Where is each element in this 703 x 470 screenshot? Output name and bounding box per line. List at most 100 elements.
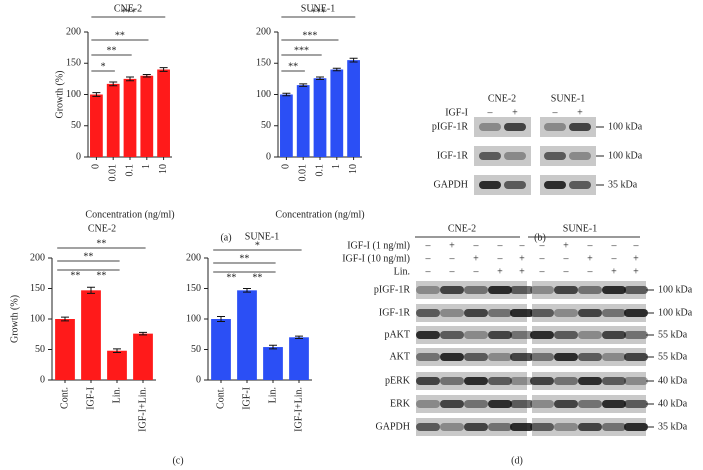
blot-band (510, 377, 534, 385)
blot-band (624, 286, 648, 294)
size-label: 40 kDa (658, 398, 688, 409)
blot-band (554, 423, 578, 431)
x-tick-label: IGF-I (85, 387, 96, 410)
condition-sign: + (633, 266, 639, 277)
error-bar (126, 76, 134, 82)
significance-label: ** (83, 251, 93, 262)
significance-label: * (255, 240, 260, 251)
blot-band (554, 400, 578, 408)
blot-band (530, 400, 554, 408)
condition-sign: – (539, 266, 546, 277)
blot-band (544, 181, 566, 189)
blot-band (578, 331, 602, 339)
blot-band (569, 123, 591, 131)
x-tick-label: 10 (348, 164, 359, 174)
condition-sign: – (587, 240, 594, 251)
condition-label: IGF-I (1 ng/ml) (347, 240, 410, 251)
blot-band (510, 286, 534, 294)
condition-sign: – (539, 240, 546, 251)
error-bar (159, 67, 168, 72)
blot-band (578, 353, 602, 361)
condition-sign: + (512, 107, 518, 118)
significance-label: ** (96, 238, 106, 249)
blot-band (530, 309, 554, 317)
blot-band (416, 286, 440, 294)
y-tick-label: 200 (66, 26, 81, 37)
blot-band (464, 400, 488, 408)
condition-sign: – (473, 266, 480, 277)
blot-strip (416, 281, 527, 299)
y-axis-label: Growth (%) (54, 70, 65, 118)
blot-band (464, 309, 488, 317)
blot-band (554, 353, 578, 361)
error-bar (282, 92, 291, 97)
x-tick-label: 10 (158, 164, 169, 174)
blot-header: SUNE-1 (551, 93, 585, 104)
blot-band (624, 309, 648, 317)
condition-sign: – (425, 240, 432, 251)
bar (296, 85, 310, 157)
blot-strip (474, 175, 531, 195)
x-tick-label: 1 (141, 164, 152, 169)
y-tick-label: 100 (186, 313, 201, 324)
blot-band (488, 331, 512, 339)
blot-band (488, 353, 512, 361)
condition-sign: – (425, 266, 432, 277)
blot-band (440, 400, 464, 408)
y-tick-label: 0 (76, 151, 81, 162)
x-tick-label: IGF-I+Lin. (137, 387, 148, 432)
blot-band (464, 286, 488, 294)
blot-band (479, 181, 501, 189)
bar (81, 290, 101, 380)
bar (280, 94, 293, 157)
error-bar (139, 331, 147, 336)
y-tick-label: 0 (40, 374, 45, 385)
condition-sign: – (449, 266, 456, 277)
condition-sign: – (425, 253, 432, 264)
row-label: GAPDH (376, 421, 410, 432)
x-tick-label: Cont. (59, 387, 70, 409)
row-label: pIGF-1R (432, 121, 468, 132)
blot-header: CNE-2 (488, 93, 516, 104)
blot-band (440, 331, 464, 339)
panel-label: (a) (220, 232, 231, 243)
x-tick-label: 0 (281, 164, 292, 169)
error-bar (332, 67, 341, 72)
blot-band (530, 377, 554, 385)
condition-sign: – (519, 240, 526, 251)
y-tick-label: 200 (186, 252, 201, 263)
row-label: pIGF-1R (374, 284, 410, 295)
size-label: 100 kDa (658, 284, 693, 295)
row-label: GAPDH (434, 179, 468, 190)
blot-band (554, 309, 578, 317)
chart-title: CNE-2 (88, 223, 116, 234)
bar (289, 337, 309, 380)
blot-strip (416, 395, 527, 413)
y-tick-label: 50 (261, 120, 271, 131)
blot-band (602, 286, 626, 294)
size-label: 55 kDa (658, 351, 688, 362)
blot-band (554, 331, 578, 339)
blot-band (488, 286, 512, 294)
size-label: 100 kDa (658, 307, 693, 318)
blot-band (602, 423, 626, 431)
blot-band (416, 331, 440, 339)
chart-title: CNE-2 (114, 3, 142, 14)
blot-band (624, 400, 648, 408)
blot-band (624, 423, 648, 431)
significance-label: ** (115, 30, 125, 41)
condition-sign: – (563, 266, 570, 277)
size-label: 35 kDa (608, 179, 638, 190)
blot-band (530, 331, 554, 339)
significance-label: * (101, 61, 106, 72)
blot-band (602, 309, 626, 317)
error-bar (87, 286, 95, 294)
significance-label: *** (121, 7, 136, 18)
blot-band (440, 423, 464, 431)
bar (140, 75, 154, 157)
x-tick-label: 0.01 (107, 164, 118, 182)
blot-band (479, 152, 501, 160)
bar (55, 319, 75, 380)
significance-label: ** (96, 270, 106, 281)
significance-label: *** (311, 7, 326, 18)
